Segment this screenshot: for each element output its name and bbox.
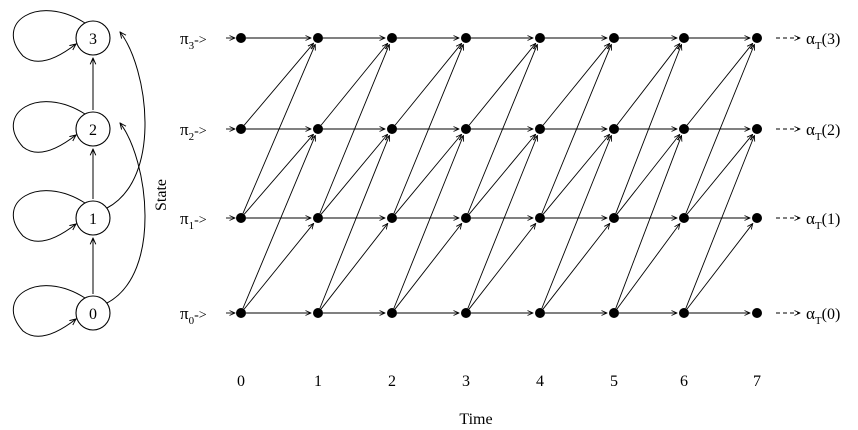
trellis-node (236, 124, 246, 134)
trellis-node (535, 213, 545, 223)
edge-skip (685, 136, 755, 309)
state-circle-3 (75, 20, 111, 56)
trellis-node (609, 308, 619, 318)
edge-skip (541, 135, 612, 309)
trellis-node (609, 33, 619, 43)
trellis-node (679, 124, 689, 134)
state-circle-2 (75, 111, 111, 147)
trellis-labels: 0 1 2 3 4 5 6 7 π0-> π1-> π2-> π3-> αT(0) αT(1) αT(2) α… (180, 29, 840, 390)
trellis-node (461, 308, 471, 318)
self-loop-arrow-1 (12, 190, 86, 242)
edge-step (686, 43, 752, 126)
time-tick-label: 0 (237, 373, 245, 390)
edge-step (243, 43, 313, 126)
trellis-node (236, 213, 246, 223)
trellis-node (236, 308, 246, 318)
trellis-node (752, 124, 762, 134)
edge-step (542, 224, 610, 310)
trellis-node (461, 213, 471, 223)
trellis-node (609, 124, 619, 134)
edge-step (616, 44, 680, 126)
edge-step (243, 223, 313, 310)
edge-step (686, 224, 753, 310)
trellis-node (752, 33, 762, 43)
time-tick-label: 6 (680, 373, 688, 390)
trellis-node (313, 308, 323, 318)
y-axis-label: State (153, 179, 170, 211)
state-circle-label: 2 (89, 122, 97, 139)
x-axis-label: Time (459, 411, 492, 428)
edge-step (394, 134, 461, 215)
skip-arrow-1-3 (106, 32, 146, 209)
trellis-node (679, 33, 689, 43)
time-tick-label: 3 (462, 373, 470, 390)
edge-step (394, 224, 462, 310)
trellis-nodes (236, 33, 762, 318)
trellis-node (461, 124, 471, 134)
trellis-node (535, 33, 545, 43)
pi-label: π0-> (180, 304, 207, 327)
trellis-node (679, 213, 689, 223)
trellis-node (752, 213, 762, 223)
skip-arrow-0-2 (106, 123, 146, 304)
alpha-label: αT(1) (806, 209, 840, 232)
alpha-label: αT(3) (806, 29, 840, 52)
state-circle-label: 3 (89, 31, 97, 48)
trellis-node (461, 33, 471, 43)
edge-skip (467, 135, 538, 309)
trellis-node (387, 124, 397, 134)
edge-skip (393, 135, 464, 309)
time-tick-label: 5 (610, 373, 618, 390)
trellis-edges (242, 38, 755, 313)
edge-step (616, 224, 680, 310)
edge-step (468, 224, 536, 310)
trellis-node (313, 33, 323, 43)
edge-step (686, 134, 752, 215)
edge-step (468, 134, 535, 215)
self-loop-arrow-0 (12, 285, 86, 337)
trellis-node (387, 213, 397, 223)
alpha-label: αT(2) (806, 120, 840, 143)
trellis-node (609, 213, 619, 223)
alpha-label: αT(0) (806, 304, 840, 327)
self-loop-arrow-2 (12, 101, 86, 153)
self-loop-arrow-3 (12, 10, 86, 62)
state-circle-label: 1 (89, 211, 97, 228)
trellis-node (535, 124, 545, 134)
edge-step (320, 43, 387, 126)
edge-step (320, 134, 387, 215)
state-circle-0 (75, 295, 111, 331)
edge-skip (319, 135, 390, 309)
time-tick-label: 2 (388, 373, 396, 390)
trellis-node (313, 213, 323, 223)
edge-step (542, 43, 609, 126)
trellis-node (236, 33, 246, 43)
edge-step (243, 134, 313, 215)
edge-step (394, 43, 461, 126)
edge-step (320, 224, 388, 310)
trellis-node (752, 308, 762, 318)
edge-step (468, 43, 535, 126)
pi-label: π1-> (180, 209, 207, 232)
edge-step (616, 135, 680, 215)
pi-label: π2-> (180, 120, 207, 143)
edge-step (542, 134, 609, 215)
state-circle-1 (75, 200, 111, 236)
trellis-node (387, 33, 397, 43)
edge-skip (242, 135, 315, 309)
trellis-node (679, 308, 689, 318)
pi-label: π3-> (180, 29, 207, 52)
trellis-node (535, 308, 545, 318)
state-transition-graph: 0 1 2 3 (12, 10, 146, 337)
trellis-node (313, 124, 323, 134)
time-tick-label: 7 (753, 373, 761, 390)
trellis-node (387, 308, 397, 318)
time-tick-label: 4 (536, 373, 544, 390)
edge-skip (615, 136, 682, 309)
time-tick-label: 1 (314, 373, 322, 390)
state-circle-label: 0 (89, 306, 97, 323)
